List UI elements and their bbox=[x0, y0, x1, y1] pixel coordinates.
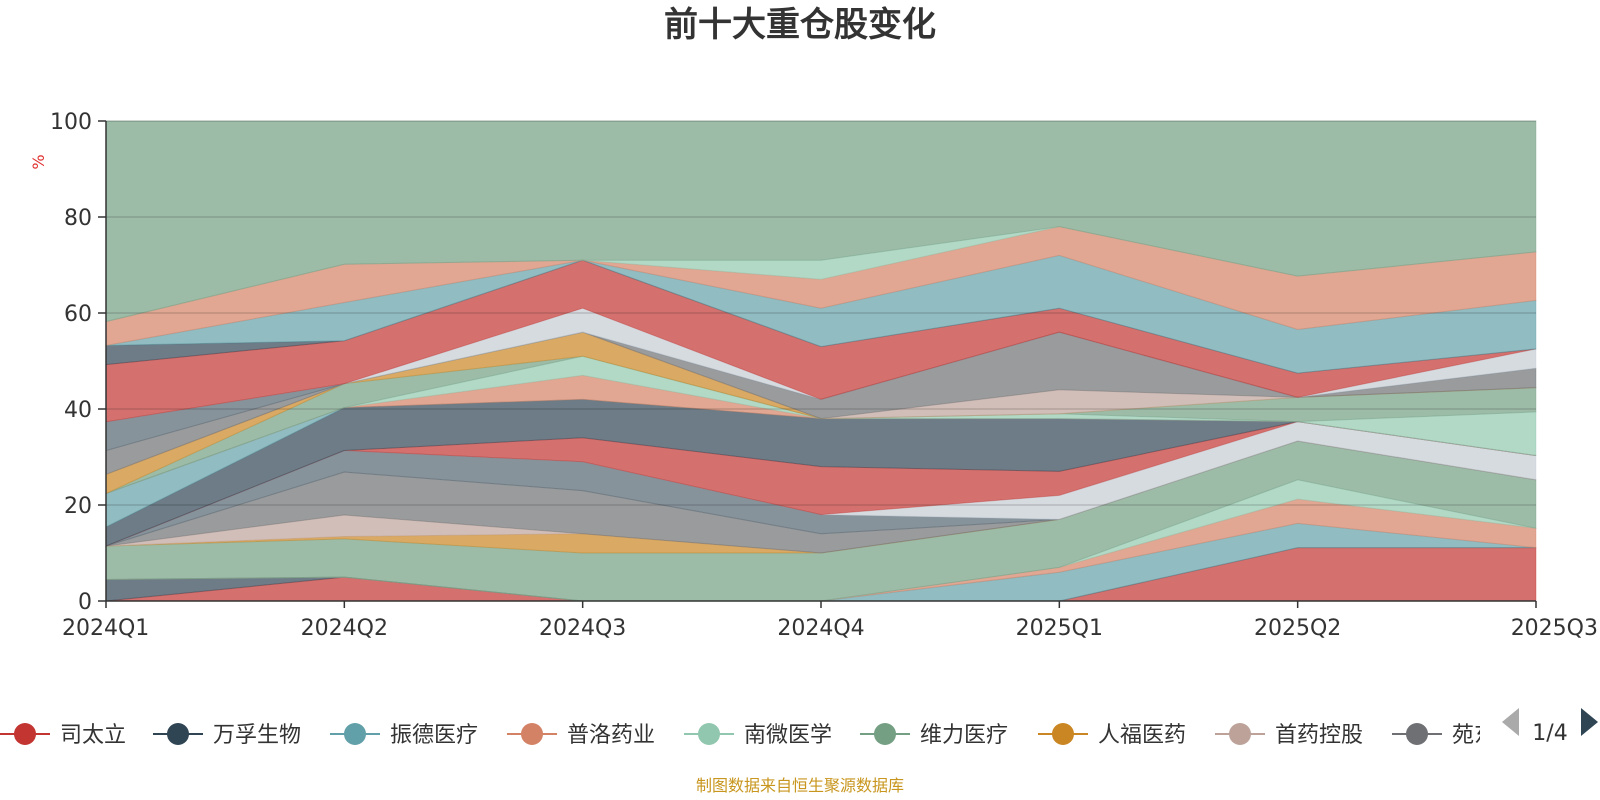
legend-label: 首药控股 bbox=[1275, 723, 1363, 748]
y-tick-label: 60 bbox=[64, 302, 92, 327]
x-tick-label: 2024Q2 bbox=[301, 616, 388, 641]
legend-swatch-marker bbox=[167, 723, 189, 745]
legend-item[interactable]: 人福医药 bbox=[1038, 723, 1186, 748]
legend-item[interactable]: 司太立 bbox=[0, 723, 126, 748]
x-tick-label: 2024Q4 bbox=[777, 616, 864, 641]
area-series-28[interactable] bbox=[105, 120, 1537, 323]
legend-item[interactable]: 普洛药业 bbox=[507, 723, 655, 748]
legend-swatch-marker bbox=[344, 723, 366, 745]
x-tick-label: 2025Q1 bbox=[1016, 616, 1103, 641]
plot-areas bbox=[105, 120, 1537, 602]
y-tick-label: 40 bbox=[64, 398, 92, 423]
legend-prev-page-icon[interactable] bbox=[1502, 708, 1519, 736]
legend-swatch-marker bbox=[1229, 723, 1251, 745]
legend-item[interactable]: 首药控股 bbox=[1215, 723, 1363, 748]
legend-item[interactable]: 维力医疗 bbox=[860, 723, 1008, 748]
legend-swatch-marker bbox=[521, 723, 543, 745]
area-series-14[interactable] bbox=[105, 398, 1537, 528]
legend-label: 万孚生物 bbox=[213, 723, 301, 748]
x-tick-label: 2025Q2 bbox=[1254, 616, 1341, 641]
x-tick-label: 2024Q3 bbox=[539, 616, 626, 641]
area-series-13[interactable] bbox=[105, 398, 1537, 547]
y-axis-unit-label: % bbox=[29, 154, 48, 169]
y-tick-label: 100 bbox=[50, 110, 92, 135]
y-tick-label: 80 bbox=[64, 206, 92, 231]
legend-swatch-marker bbox=[14, 723, 36, 745]
legend-item[interactable]: 苑东生物 bbox=[1392, 723, 1540, 748]
data-source-note: 制图数据来自恒生聚源数据库 bbox=[696, 776, 904, 795]
legend-swatch-marker bbox=[1406, 723, 1428, 745]
y-tick-label: 0 bbox=[78, 590, 92, 615]
y-tick-label: 20 bbox=[64, 494, 92, 519]
legend-label: 振德医疗 bbox=[390, 723, 478, 748]
chart-title: 前十大重仓股变化 bbox=[664, 5, 936, 45]
legend-swatch-marker bbox=[698, 723, 720, 745]
legend-label: 司太立 bbox=[60, 723, 126, 748]
legend-item[interactable]: 振德医疗 bbox=[330, 723, 478, 748]
legend-label: 维力医疗 bbox=[920, 723, 1008, 748]
legend-label: 普洛药业 bbox=[567, 723, 655, 748]
axes: 0 20 40 60 80 100 2024Q1 2024Q2 2024Q3 2024Q4 2025… bbox=[50, 110, 1598, 641]
grid-lines bbox=[106, 120, 1536, 506]
legend-label: 人福医药 bbox=[1098, 723, 1186, 748]
legend-page-indicator: 1/4 bbox=[1532, 721, 1567, 746]
x-tick-label: 2025Q3 bbox=[1511, 616, 1598, 641]
legend-item[interactable]: 南微医学 bbox=[684, 723, 832, 748]
legend-label: 南微医学 bbox=[744, 723, 832, 748]
legend-label: 苑东生物 bbox=[1452, 723, 1540, 748]
legend: 司太立 万孚生物 振德医疗 普洛药业 南微医学 维力医疗 人福医药 首药控股 苑东生物 bbox=[0, 723, 1540, 748]
legend-swatch-marker bbox=[874, 723, 896, 745]
legend-next-page-icon[interactable] bbox=[1581, 708, 1598, 736]
legend-item[interactable]: 万孚生物 bbox=[153, 723, 301, 748]
legend-swatch-marker bbox=[1052, 723, 1074, 745]
area-series-11[interactable] bbox=[105, 421, 1537, 547]
legend-pager: 1/4 bbox=[1502, 708, 1598, 746]
x-tick-label: 2024Q1 bbox=[62, 616, 149, 641]
